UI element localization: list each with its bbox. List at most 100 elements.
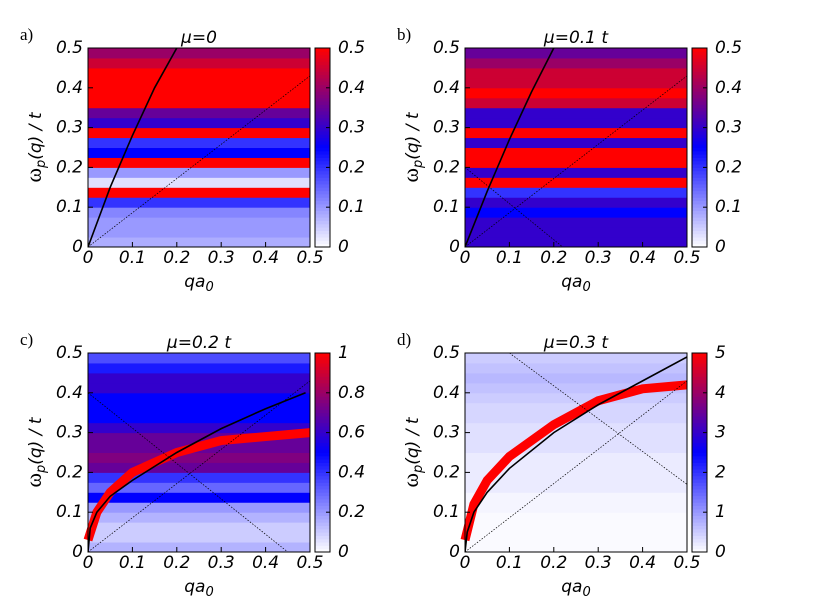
colorbar-cell (692, 538, 707, 543)
heat-cell (465, 442, 687, 453)
colorbar-cell (692, 111, 707, 115)
heat-cell (88, 522, 310, 533)
y-label-main: ω (398, 168, 423, 182)
colorbar-cell (315, 479, 330, 483)
colorbar-cell (692, 243, 707, 248)
heat-cell (88, 97, 310, 109)
x-tick-label: 0.3 (585, 248, 612, 268)
x-axis-label: qa0 (184, 272, 214, 295)
colorbar-cell (315, 207, 330, 212)
panel-label: a) (20, 25, 33, 44)
colorbar-cell (315, 94, 330, 99)
y-axis-label: ωp(q) / t (398, 416, 425, 487)
colorbar-cell (692, 240, 707, 245)
x-tick-label: 0.1 (119, 248, 146, 268)
heat-cell (465, 117, 687, 129)
colorbar-cell (692, 359, 707, 364)
colorbar-cell (315, 435, 330, 440)
colorbar-tick-label: 0.8 (338, 383, 365, 403)
colorbar-tick-label: 0 (338, 542, 349, 562)
colorbar-cell (692, 167, 707, 172)
x-label-main: qa (184, 272, 205, 292)
colorbar-cell (315, 505, 330, 510)
colorbar-cell (315, 130, 330, 135)
colorbar-cell (315, 193, 330, 198)
colorbar-cell (692, 233, 707, 238)
colorbar-cell (315, 442, 330, 447)
colorbar-frame (314, 352, 331, 553)
x-tick-label: 0.1 (496, 553, 523, 573)
x-tick-label: 0.4 (252, 248, 279, 268)
x-tick-label: 0.5 (673, 553, 700, 573)
curve (465, 48, 555, 247)
x-tick-label: 0 (83, 248, 94, 268)
colorbar-cell (315, 187, 330, 192)
colorbar-cell (315, 150, 330, 155)
heat-cell (88, 472, 310, 483)
x-label-main: qa (184, 577, 205, 597)
colorbar-cell (692, 91, 707, 95)
colorbar-cell (315, 485, 330, 490)
heat-cell (88, 392, 310, 404)
colorbar-cell (692, 492, 707, 497)
heat-cell (465, 227, 687, 238)
colorbar-cell (315, 386, 330, 390)
colorbar-cell (692, 190, 707, 195)
colorbar-cell (692, 525, 707, 530)
colorbar-cell (315, 382, 330, 387)
y-tick-label: 0.5 (433, 38, 460, 58)
colorbar-cell (692, 237, 707, 241)
colorbar-cell (692, 170, 707, 175)
colorbar-tick-label: 0.5 (715, 38, 742, 58)
colorbar-cell (315, 51, 330, 56)
y-tick-label: 0 (72, 542, 83, 562)
heat-cell (88, 177, 310, 188)
colorbar-cell (315, 160, 330, 165)
colorbar-cell (692, 452, 707, 457)
colorbar-cell (315, 233, 330, 238)
colorbar-cell (315, 237, 330, 241)
colorbar-cell (315, 372, 330, 377)
colorbar-cell (315, 107, 330, 112)
colorbar-cell (315, 422, 330, 427)
y-tick-label: 0.2 (433, 157, 460, 177)
colorbar-cell (692, 220, 707, 225)
colorbar-cell (692, 77, 707, 82)
panel-title: μ=0.1 t (543, 28, 609, 48)
colorbar-cell (692, 210, 707, 215)
colorbar-cell (692, 183, 707, 188)
colorbar-cell (692, 213, 707, 218)
colorbar-cell (692, 193, 707, 198)
colorbar-cell (692, 498, 707, 503)
colorbar-cell (692, 64, 707, 69)
colorbar-cell (315, 81, 330, 85)
heat-cell (88, 217, 310, 228)
curve (465, 167, 563, 247)
y-label-rest: (q) / t (403, 111, 423, 160)
colorbar-cell (315, 469, 330, 473)
heat-cell (88, 542, 310, 553)
colorbar-cell (692, 542, 707, 546)
heat-cell (88, 117, 310, 129)
x-tick-label: 0.4 (629, 553, 656, 573)
plot-frame (464, 47, 688, 248)
colorbar-cell (692, 150, 707, 155)
x-tick-label: 0.4 (629, 248, 656, 268)
colorbar-cell (315, 532, 330, 536)
heat-cell (88, 207, 310, 218)
plot-frame (464, 352, 688, 553)
curve (465, 356, 687, 552)
colorbar-cell (692, 51, 707, 56)
colorbar-cell (692, 180, 707, 185)
panel-title: μ=0.2 t (166, 333, 232, 353)
colorbar-cell (692, 197, 707, 202)
colorbar-cell (692, 362, 707, 367)
colorbar-cell (315, 522, 330, 526)
heat-cell (88, 382, 310, 394)
heat-cell (465, 87, 687, 99)
y-tick-label: 0.2 (433, 462, 460, 482)
colorbar-cell (315, 353, 330, 357)
colorbar-cell (692, 223, 707, 228)
heat-cell (88, 502, 310, 513)
